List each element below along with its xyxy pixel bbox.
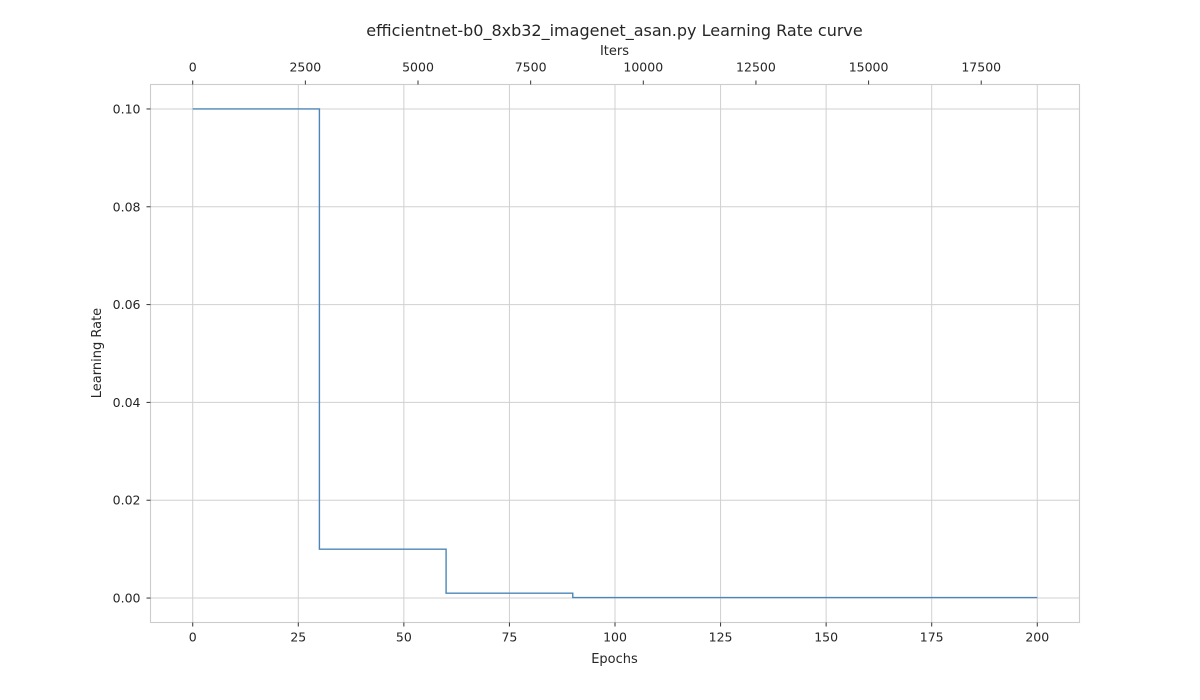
x-tick-label: 125	[709, 630, 733, 645]
y-tick-label: 0.04	[113, 395, 141, 410]
secondary-x-ticks: 0 2500 5000 7500 10000 12500 15000 17500	[189, 60, 1001, 85]
series-group	[192, 108, 1038, 599]
x-tick-label: 75	[501, 630, 517, 645]
x-tick-label: 200	[1025, 630, 1049, 645]
y-tick-label: 0.00	[113, 591, 141, 606]
secondary-x-tick-label: 0	[189, 60, 197, 75]
y-tick-label: 0.06	[113, 297, 141, 312]
secondary-x-tick-label: 5000	[402, 60, 434, 75]
x-axis-label: Epochs	[591, 652, 638, 667]
x-tick-label: 100	[603, 630, 627, 645]
y-ticks: 0.00 0.02 0.04 0.06 0.08 0.10	[113, 101, 151, 606]
x-tick-label: 50	[396, 630, 412, 645]
y-tick-label: 0.08	[113, 199, 141, 214]
learning-rate-series-line	[192, 108, 1038, 599]
y-axis-label: Learning Rate	[90, 308, 105, 398]
secondary-x-tick-label: 17500	[961, 60, 1001, 75]
x-tick-label: 25	[290, 630, 306, 645]
x-ticks: 0 25 50 75 100 125 150 175 200	[189, 622, 1049, 645]
x-tick-label: 150	[814, 630, 838, 645]
x-tick-label: 175	[920, 630, 944, 645]
secondary-x-axis-label: Iters	[600, 44, 629, 59]
y-tick-label: 0.02	[113, 493, 141, 508]
secondary-x-tick-label: 15000	[849, 60, 889, 75]
x-tick-label: 0	[189, 630, 197, 645]
grid-lines	[150, 84, 1080, 623]
chart-title: efficientnet-b0_8xb32_imagenet_asan.py L…	[366, 21, 862, 41]
secondary-x-tick-label: 2500	[289, 60, 321, 75]
secondary-x-tick-label: 10000	[623, 60, 663, 75]
y-tick-label: 0.10	[113, 101, 141, 116]
secondary-x-tick-label: 7500	[515, 60, 547, 75]
secondary-x-tick-label: 12500	[736, 60, 776, 75]
